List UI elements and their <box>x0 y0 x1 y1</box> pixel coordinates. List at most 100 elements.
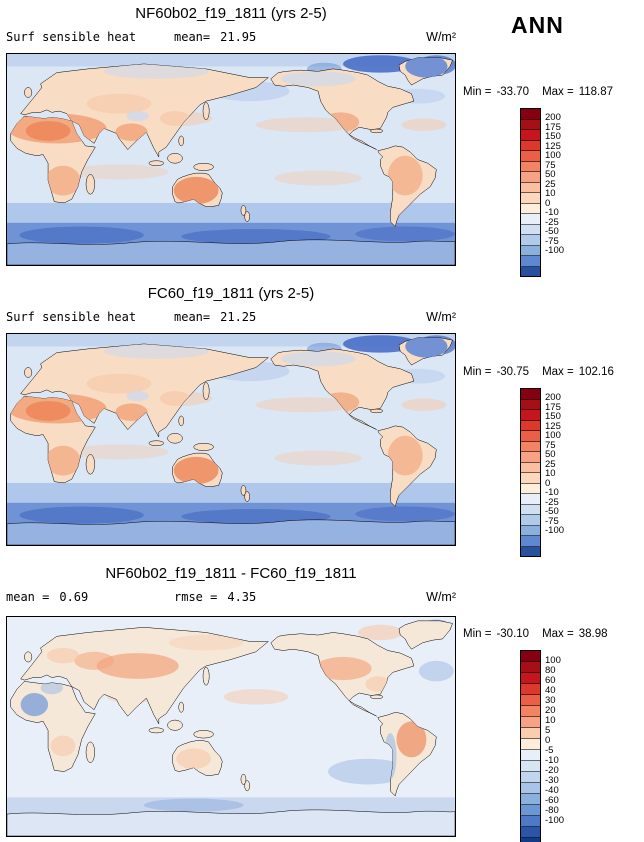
colorbar-tick-label: -10 <box>545 487 559 498</box>
panel-stats-row: Surf sensible heat mean= 21.25 W/m² <box>6 310 456 324</box>
colorbar-tick-label: -50 <box>545 226 559 237</box>
colorbar-box <box>521 728 540 739</box>
map-case2 <box>6 333 456 546</box>
colorbar-box <box>521 794 540 805</box>
colorbar-box <box>521 494 540 505</box>
colorbar-tick-label: -50 <box>545 506 559 517</box>
colorbar-box <box>521 452 540 463</box>
colorbar-tick-label: 0 <box>545 477 551 489</box>
colorbar-tick-label: 25 <box>545 178 556 190</box>
colorbar-tick-label: 100 <box>545 654 561 666</box>
colorbar-tick-label: 5 <box>545 724 551 736</box>
colorbar-box <box>521 546 540 556</box>
colorbar-box <box>521 838 540 842</box>
world-map <box>7 54 455 265</box>
colorbar-tick-label: -40 <box>545 784 559 796</box>
stat: Surf sensible heat <box>6 310 174 324</box>
colorbar-box <box>521 706 540 717</box>
map-case1 <box>6 53 456 266</box>
colorbar-tick-label: -100 <box>545 814 565 826</box>
units-label: W/m² <box>426 30 456 44</box>
colorbar-box <box>521 717 540 728</box>
stat: mean = 0.69 <box>6 590 174 604</box>
colorbar-box <box>521 130 540 141</box>
stat-label: mean= <box>174 30 211 44</box>
min-label: Min = <box>463 628 492 640</box>
colorbar-tick-label: -10 <box>545 754 559 766</box>
colorbar-tick-label: 80 <box>545 664 556 676</box>
minmax-line: Min = -30.10 Max = 38.98 <box>463 628 607 640</box>
colorbar-tick-label: -25 <box>545 216 559 228</box>
minmax-line: Min = -33.70 Max = 118.87 <box>463 86 613 98</box>
colorbar-box <box>521 266 540 276</box>
colorbar-box <box>521 827 540 838</box>
panel-title: NF60b02_f19_1811 (yrs 2-5) <box>135 5 327 22</box>
colorbar-box <box>521 761 540 772</box>
colorbar-box <box>521 109 540 120</box>
colorbar-box <box>521 441 540 452</box>
stat-value: 21.25 <box>220 310 257 324</box>
stats-group: mean = 0.69 rmse = 4.35 <box>6 590 256 604</box>
colorbar-box <box>521 816 540 827</box>
colorbar: 200 175 150 125 100 75 50 25 10 0 -10 -25 -50 -75 -100 <box>520 388 590 557</box>
colorbar-box <box>521 203 540 214</box>
colorbar-tick-label: 25 <box>545 458 556 470</box>
colorbar-box <box>521 431 540 442</box>
colorbar-tick-label: 40 <box>545 684 556 696</box>
colorbar-tick-label: -5 <box>545 744 554 756</box>
colorbar-tick-label: -20 <box>545 764 559 776</box>
min-label: Min = <box>463 86 492 98</box>
max-value: 118.87 <box>578 86 614 98</box>
colorbar-tick-label: 0 <box>545 197 551 209</box>
colorbar-box <box>521 119 540 130</box>
colorbar-tick-label: 50 <box>545 169 556 180</box>
colorbar-box <box>521 245 540 256</box>
colorbar-tick-label: -100 <box>545 525 565 536</box>
colorbar-tick-label: -75 <box>545 515 559 527</box>
colorbar-box <box>521 525 540 536</box>
world-map <box>7 334 455 545</box>
colorbar-tick-label: 200 <box>545 392 561 403</box>
colorbar-box <box>521 772 540 783</box>
colorbar-tick-label: -30 <box>545 774 559 786</box>
stat: mean= 21.25 <box>174 310 256 324</box>
panel-title: NF60b02_f19_1811 - FC60_f19_1811 <box>105 565 357 582</box>
colorbar-tick-label: 10 <box>545 188 556 199</box>
min-value: -30.10 <box>496 628 530 640</box>
stat: rmse = 4.35 <box>174 590 256 604</box>
colorbar-box <box>521 515 540 526</box>
colorbar-tick-label: -25 <box>545 496 559 508</box>
max-value: 102.16 <box>578 366 614 378</box>
colorbar-box <box>521 420 540 431</box>
colorbar-box <box>521 140 540 151</box>
panel-title: FC60_f19_1811 (yrs 2-5) <box>147 285 315 302</box>
stats-group: Surf sensible heat mean= 21.25 <box>6 310 256 324</box>
colorbar-box <box>521 805 540 816</box>
colorbar-tick-label: 150 <box>545 131 561 142</box>
colorbar-tick-label: 75 <box>545 439 556 451</box>
colorbar-box <box>521 750 540 761</box>
season-label: ANN <box>511 12 564 38</box>
colorbar-tick-label: 30 <box>545 694 556 706</box>
colorbar-tick-label: 175 <box>545 121 561 133</box>
min-value: -30.75 <box>496 366 530 378</box>
panel-stats-row: Surf sensible heat mean= 21.95 W/m² <box>6 30 456 44</box>
stat: mean= 21.95 <box>174 30 256 44</box>
colorbar-box <box>521 235 540 246</box>
stat-value: 4.35 <box>227 590 257 604</box>
colorbar-tick-label: 175 <box>545 401 561 413</box>
stat-value: 0.69 <box>59 590 89 604</box>
panel-difference: NF60b02_f19_1811 - FC60_f19_1811 mean = 0… <box>0 560 644 842</box>
colorbar-box <box>521 483 540 494</box>
colorbar-tick-label: 125 <box>545 420 561 432</box>
colorbar-tick-label: 150 <box>545 411 561 422</box>
stats-group: Surf sensible heat mean= 21.95 <box>6 30 256 44</box>
colorbar-box <box>521 739 540 750</box>
panel-case1: NF60b02_f19_1811 (yrs 2-5) Surf sensible… <box>0 0 644 280</box>
colorbar-tick-label: -60 <box>545 794 559 806</box>
colorbar-box <box>521 536 540 547</box>
colorbar-boxes <box>520 108 541 277</box>
minmax-line: Min = -30.75 Max = 102.16 <box>463 366 614 378</box>
max-label: Max = <box>542 366 574 378</box>
